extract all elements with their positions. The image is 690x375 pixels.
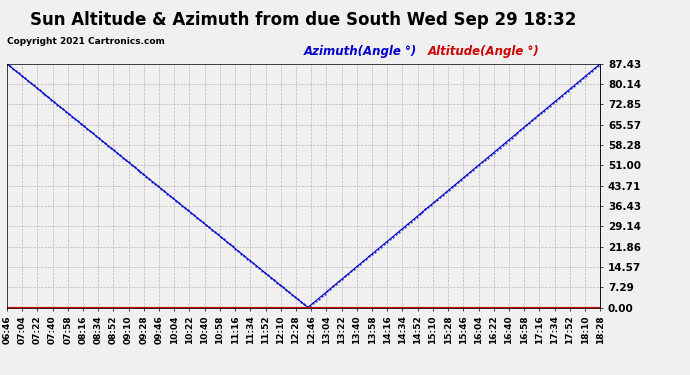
Text: Altitude(Angle °): Altitude(Angle °) — [428, 45, 540, 58]
Text: Copyright 2021 Cartronics.com: Copyright 2021 Cartronics.com — [7, 38, 165, 46]
Text: Azimuth(Angle °): Azimuth(Angle °) — [304, 45, 417, 58]
Text: Sun Altitude & Azimuth from due South Wed Sep 29 18:32: Sun Altitude & Azimuth from due South We… — [30, 11, 577, 29]
